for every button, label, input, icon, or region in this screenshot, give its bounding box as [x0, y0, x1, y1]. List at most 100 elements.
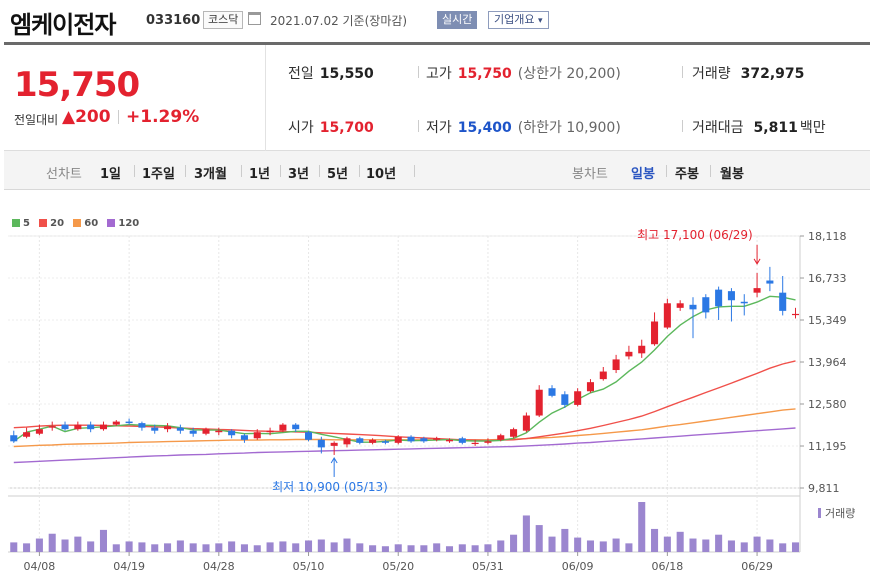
volume-bar	[394, 544, 402, 552]
volume-bar	[612, 538, 620, 552]
tab-3m[interactable]: 3개월	[194, 167, 227, 182]
tab-5y[interactable]: 5년	[327, 167, 349, 182]
candle-body	[356, 438, 364, 443]
volume-bar	[676, 531, 684, 552]
candle-body	[676, 303, 684, 308]
candle-body	[279, 424, 287, 431]
tab-divider	[241, 165, 242, 177]
ma-legend: 5 20 60 120	[12, 218, 145, 229]
tab-1y[interactable]: 1년	[249, 167, 271, 182]
volume-bar	[369, 545, 377, 552]
volume-bar	[522, 515, 530, 552]
volume-bar	[381, 546, 389, 552]
volume-bar	[586, 540, 594, 552]
volume-bar	[305, 540, 313, 552]
volume-bar	[510, 534, 518, 552]
tab-monthly[interactable]: 월봉	[720, 167, 744, 182]
volume-bar	[458, 544, 466, 552]
volume-bar	[215, 543, 223, 552]
candle-body	[266, 430, 274, 433]
candle-body	[74, 424, 82, 430]
candle-body	[522, 415, 530, 431]
volume-bar	[638, 502, 646, 552]
candle-body	[112, 421, 120, 425]
tab-1w[interactable]: 1주일	[142, 167, 175, 182]
legend-ma20: 20	[39, 218, 64, 229]
low-label: 저가	[426, 120, 452, 136]
chart-tabs: 선차트 1일 1주일 3개월 1년 3년 5년 10년 봉차트 일봉 주봉 월봉	[4, 151, 870, 190]
legend-ma60: 60	[73, 218, 98, 229]
volume-bar	[253, 545, 261, 552]
volume-bar	[330, 542, 338, 552]
realtime-button[interactable]: 실시간	[437, 11, 478, 29]
tab-3y[interactable]: 3년	[288, 167, 310, 182]
legend-ma5: 5	[12, 218, 30, 229]
volume-bar	[420, 545, 428, 552]
volume-bar	[766, 539, 774, 552]
quote-separator	[682, 120, 683, 132]
volume-bar	[125, 541, 133, 552]
volume-bar	[176, 540, 184, 552]
candle-body	[702, 297, 710, 313]
stock-code: 033160	[146, 13, 201, 28]
candle-body	[651, 321, 659, 345]
candle-body	[497, 435, 505, 440]
legend-ma60-label: 60	[84, 218, 99, 229]
price-box: 15,750 전일대비 ▲200 +1.29%	[4, 45, 266, 151]
volume-bar	[561, 528, 569, 552]
low-price: 저가 15,400 (하한가 10,900)	[426, 117, 621, 137]
x-tick-label: 05/20	[382, 560, 414, 573]
volume-bar	[112, 544, 120, 552]
candle-body	[164, 426, 172, 430]
tab-10y[interactable]: 10년	[366, 167, 397, 182]
company-overview-dropdown[interactable]: 기업개요 ▾	[488, 11, 549, 29]
y-tick-label: 11,195	[808, 440, 847, 453]
low-value: 15,400	[457, 120, 512, 136]
tab-divider	[185, 165, 186, 177]
volume-bar	[10, 542, 18, 552]
volume-bar	[343, 538, 351, 552]
stock-name: 엠케이전자	[10, 11, 116, 39]
volume-bar	[48, 533, 56, 552]
price-change: ▲200	[62, 107, 111, 127]
volume-bar	[164, 543, 172, 552]
candle-body	[766, 280, 774, 284]
tab-weekly[interactable]: 주봉	[675, 167, 699, 182]
x-tick-label: 05/10	[293, 560, 325, 573]
candle-body	[548, 388, 556, 396]
open-value: 15,700	[319, 120, 374, 136]
price-change-value: 200	[75, 107, 111, 127]
ma20-line	[13, 360, 796, 442]
candle-body	[663, 303, 671, 328]
tab-divider	[319, 165, 320, 177]
volume-bar	[471, 545, 479, 552]
candle-body	[215, 430, 223, 433]
volume-bar	[240, 544, 248, 552]
prev-close-label: 전일	[288, 66, 314, 82]
candle-body	[715, 289, 723, 307]
volume-bar	[189, 543, 197, 552]
volume-bar	[292, 543, 300, 552]
volume-bar	[356, 543, 364, 552]
candle-body	[740, 301, 748, 304]
candle-body	[202, 429, 210, 434]
tab-divider	[280, 165, 281, 177]
y-tick-label: 15,349	[808, 314, 847, 327]
candle-body	[253, 432, 261, 439]
volume-bar	[317, 539, 325, 552]
volume-bar	[61, 539, 69, 552]
tab-1d[interactable]: 1일	[100, 167, 122, 182]
volume-bar	[574, 537, 582, 552]
candle-body	[61, 424, 69, 430]
open-price: 시가 15,700	[288, 117, 374, 137]
y-tick-label: 16,733	[808, 272, 847, 285]
high-label: 고가	[426, 66, 452, 82]
candle-body	[87, 424, 95, 430]
candle-body	[407, 436, 415, 442]
candle-body	[125, 421, 133, 424]
tab-daily[interactable]: 일봉	[631, 167, 655, 182]
volume-bar	[702, 539, 710, 552]
ma120-line	[13, 427, 796, 464]
candle-body	[381, 441, 389, 443]
